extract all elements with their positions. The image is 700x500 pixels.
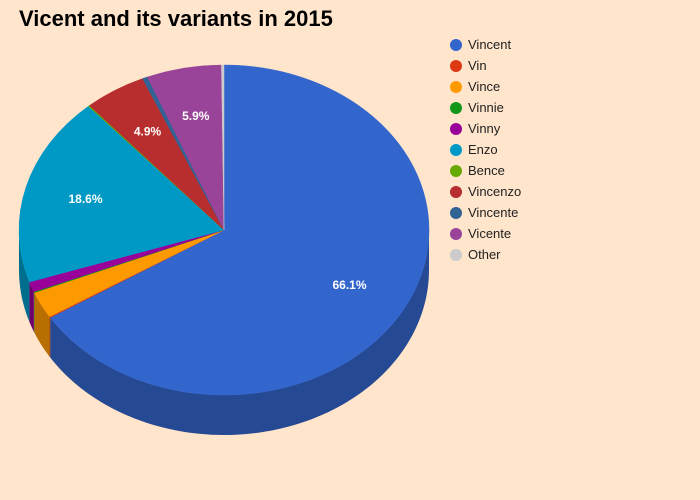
legend-item-vincenzo[interactable]: Vincenzo xyxy=(450,181,521,202)
legend-label: Vinny xyxy=(468,121,501,136)
pie-side-vinny xyxy=(29,281,34,332)
data-label-vicente: 5.9% xyxy=(182,109,210,123)
legend-swatch xyxy=(450,38,462,51)
legend-swatch xyxy=(450,206,462,219)
legend-swatch xyxy=(450,122,462,135)
legend-swatch xyxy=(450,185,462,198)
legend-swatch xyxy=(450,80,462,93)
data-label-vincenzo: 4.9% xyxy=(134,124,162,138)
legend-item-vinnie[interactable]: Vinnie xyxy=(450,97,521,118)
pie-slice-vincent[interactable] xyxy=(49,64,430,396)
legend-label: Vicente xyxy=(468,226,512,241)
pie-side-vin xyxy=(49,316,51,358)
legend-label: Vincent xyxy=(468,37,512,52)
legend-label: Vinnie xyxy=(468,100,504,115)
chart-title: Vicent and its variants in 2015 xyxy=(19,6,333,31)
pie-side-vince xyxy=(34,292,50,357)
legend-label: Vince xyxy=(468,79,501,94)
legend-item-bence[interactable]: Bence xyxy=(450,160,521,181)
legend-label: Other xyxy=(468,247,501,262)
data-label-vincent: 66.1% xyxy=(332,278,366,292)
pie-side-enzo xyxy=(19,230,30,322)
pie-side-walls xyxy=(19,230,429,435)
legend-swatch xyxy=(450,248,462,261)
data-label-enzo: 18.6% xyxy=(68,192,102,206)
pie-side-vincent xyxy=(50,230,429,435)
legend-label: Bence xyxy=(468,163,505,178)
pie-slice-enzo[interactable] xyxy=(18,105,225,283)
legend-swatch xyxy=(450,101,462,114)
legend-label: Vincenzo xyxy=(468,184,522,199)
legend-item-other[interactable]: Other xyxy=(450,244,521,265)
legend-item-vince[interactable]: Vince xyxy=(450,76,521,97)
legend-item-vinny[interactable]: Vinny xyxy=(450,118,521,139)
pie-top-faces xyxy=(18,64,430,396)
legend-swatch xyxy=(450,59,462,72)
legend: Vincent Vin Vince Vinnie Vinny Enzo Bence Vince… xyxy=(450,34,521,265)
legend-swatch xyxy=(450,227,462,240)
legend-item-vin[interactable]: Vin xyxy=(450,55,521,76)
legend-item-enzo[interactable]: Enzo xyxy=(450,139,521,160)
legend-swatch xyxy=(450,164,462,177)
legend-item-vincente[interactable]: Vincente xyxy=(450,202,521,223)
legend-item-vincent[interactable]: Vincent xyxy=(450,34,521,55)
legend-label: Vincente xyxy=(468,205,519,220)
legend-item-vicente[interactable]: Vicente xyxy=(450,223,521,244)
legend-label: Enzo xyxy=(468,142,498,157)
pie-slice-other[interactable] xyxy=(221,64,225,231)
legend-swatch xyxy=(450,143,462,156)
legend-label: Vin xyxy=(468,58,487,73)
pie-data-labels: 66.1% 18.6% 4.9% 5.9% xyxy=(68,109,366,292)
